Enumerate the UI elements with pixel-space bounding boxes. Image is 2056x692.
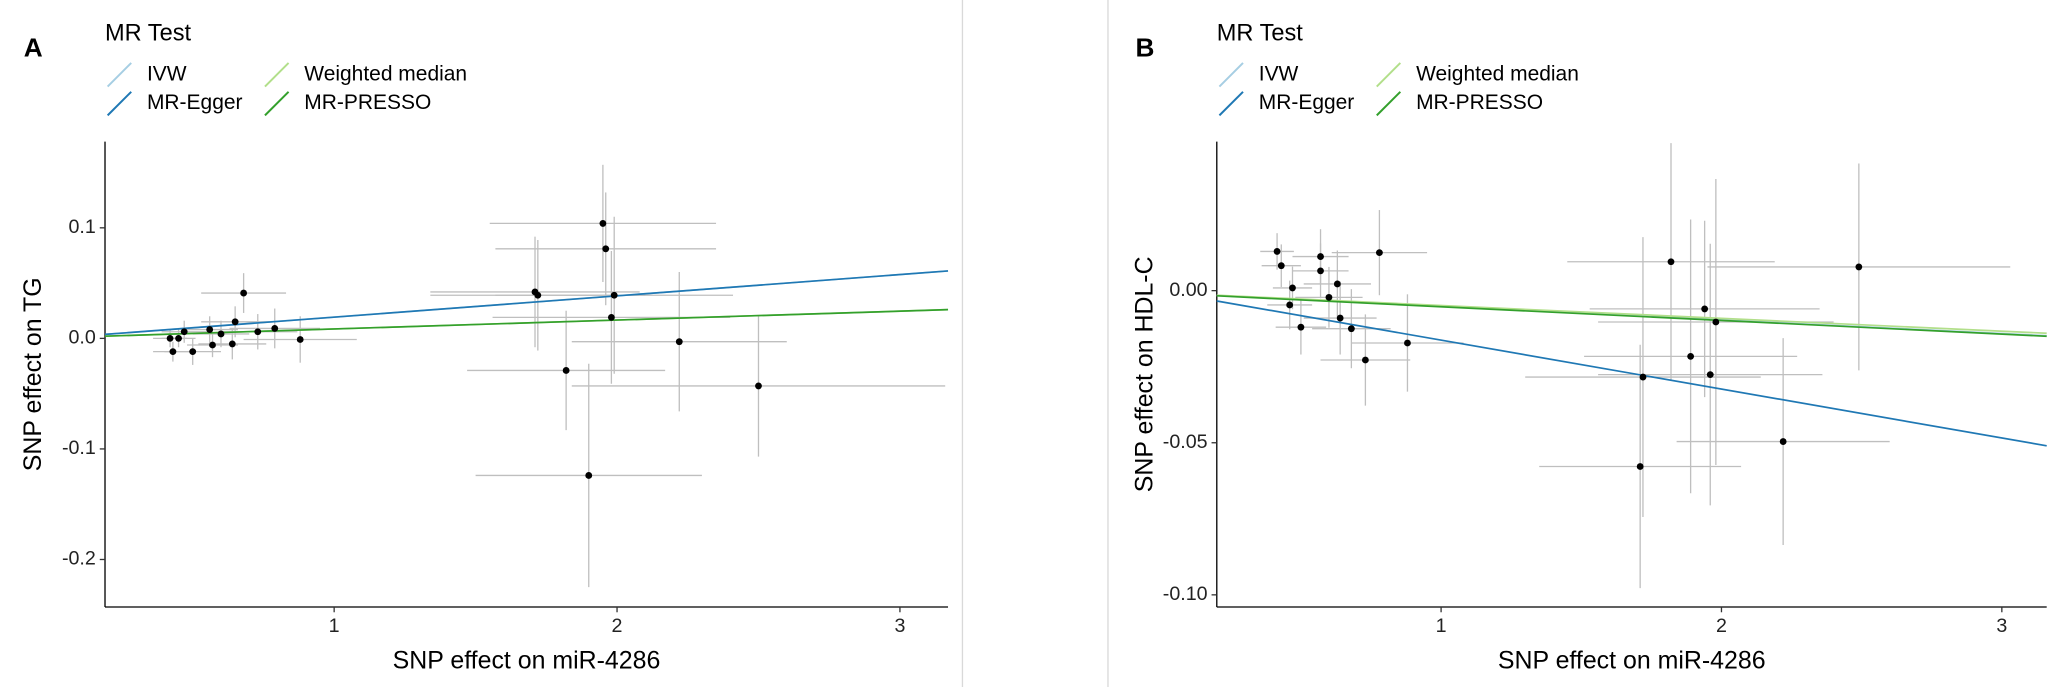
point <box>209 341 216 349</box>
legend-key <box>106 62 132 88</box>
point <box>1701 305 1709 313</box>
point <box>755 382 762 390</box>
point <box>562 367 570 374</box>
point <box>169 348 177 356</box>
point <box>1347 325 1355 333</box>
point <box>1712 318 1720 326</box>
regression-line <box>1216 294 2047 338</box>
y-tick-label: -0.1 <box>62 437 96 459</box>
point <box>175 334 182 342</box>
point <box>1333 280 1341 288</box>
point <box>607 313 615 321</box>
point <box>231 318 239 326</box>
legend-key <box>264 62 290 88</box>
point <box>1297 323 1305 331</box>
point <box>1687 352 1695 360</box>
point <box>228 340 236 348</box>
y-tick-label: -0.2 <box>62 548 96 570</box>
x-tick-label: 1 <box>1436 615 1447 637</box>
point <box>1325 293 1333 301</box>
legend-title: MR Test <box>105 19 191 45</box>
point <box>1404 339 1411 347</box>
regression-line <box>104 270 949 336</box>
legend-label: IVW <box>147 62 187 85</box>
legend-key <box>1218 91 1244 117</box>
point <box>675 338 683 346</box>
point <box>166 334 174 342</box>
point <box>610 291 618 299</box>
point <box>1289 284 1296 292</box>
legend-label: IVW <box>1259 62 1299 85</box>
y-axis-label: SNP effect on TG <box>19 277 47 471</box>
point <box>1273 248 1281 255</box>
legend-label: Weighted median <box>304 62 467 85</box>
legend-label: Weighted median <box>1416 62 1579 85</box>
legend-key <box>1376 62 1402 88</box>
point <box>1336 314 1344 322</box>
y-tick-label: 0.00 <box>1169 279 1207 301</box>
x-axis-label: SNP effect on miR-4286 <box>1498 647 1766 675</box>
legend-label: MR-PRESSO <box>304 91 431 114</box>
point <box>1667 258 1675 266</box>
point <box>240 289 248 297</box>
legend-label: MR-Egger <box>1259 91 1355 114</box>
point <box>585 472 593 479</box>
legend-key <box>1218 62 1244 88</box>
y-tick-label: 0.0 <box>69 327 96 349</box>
point <box>1636 463 1644 470</box>
x-tick-label: 1 <box>329 615 340 637</box>
x-axis-label: SNP effect on miR-4286 <box>393 647 661 675</box>
regression-line <box>104 308 949 338</box>
point <box>1779 438 1787 445</box>
point <box>254 328 262 336</box>
point <box>1855 263 1863 271</box>
point <box>1317 267 1324 275</box>
legend-key <box>1376 91 1402 117</box>
point <box>296 336 304 343</box>
legend-key <box>264 91 290 117</box>
point <box>271 325 279 332</box>
point <box>599 219 607 227</box>
point <box>1639 373 1647 381</box>
regression-line <box>1216 294 2047 335</box>
point <box>180 328 188 336</box>
legend-title: MR Test <box>1217 19 1303 45</box>
point <box>217 330 225 338</box>
legend-label: MR-PRESSO <box>1416 91 1543 114</box>
point <box>1286 301 1294 309</box>
point <box>1277 262 1285 270</box>
x-tick-label: 2 <box>612 615 623 637</box>
point <box>602 245 610 253</box>
x-tick-label: 2 <box>1716 615 1727 637</box>
panel-label: A <box>24 33 43 63</box>
point <box>534 291 542 299</box>
y-tick-label: -0.05 <box>1163 431 1208 453</box>
y-tick-label: 0.1 <box>69 216 96 238</box>
regression-line <box>1216 300 2047 447</box>
point <box>206 326 214 333</box>
panel-label: B <box>1136 33 1155 63</box>
point <box>1706 371 1714 379</box>
point <box>1361 356 1369 364</box>
point <box>1317 253 1324 260</box>
x-tick-label: 3 <box>1996 615 2007 637</box>
legend-label: MR-Egger <box>147 91 243 114</box>
x-tick-label: 3 <box>894 615 905 637</box>
point <box>189 348 197 356</box>
legend-key <box>106 91 132 117</box>
y-tick-label: -0.10 <box>1163 583 1208 605</box>
point <box>1376 249 1383 257</box>
y-axis-label: SNP effect on HDL-C <box>1131 256 1159 492</box>
